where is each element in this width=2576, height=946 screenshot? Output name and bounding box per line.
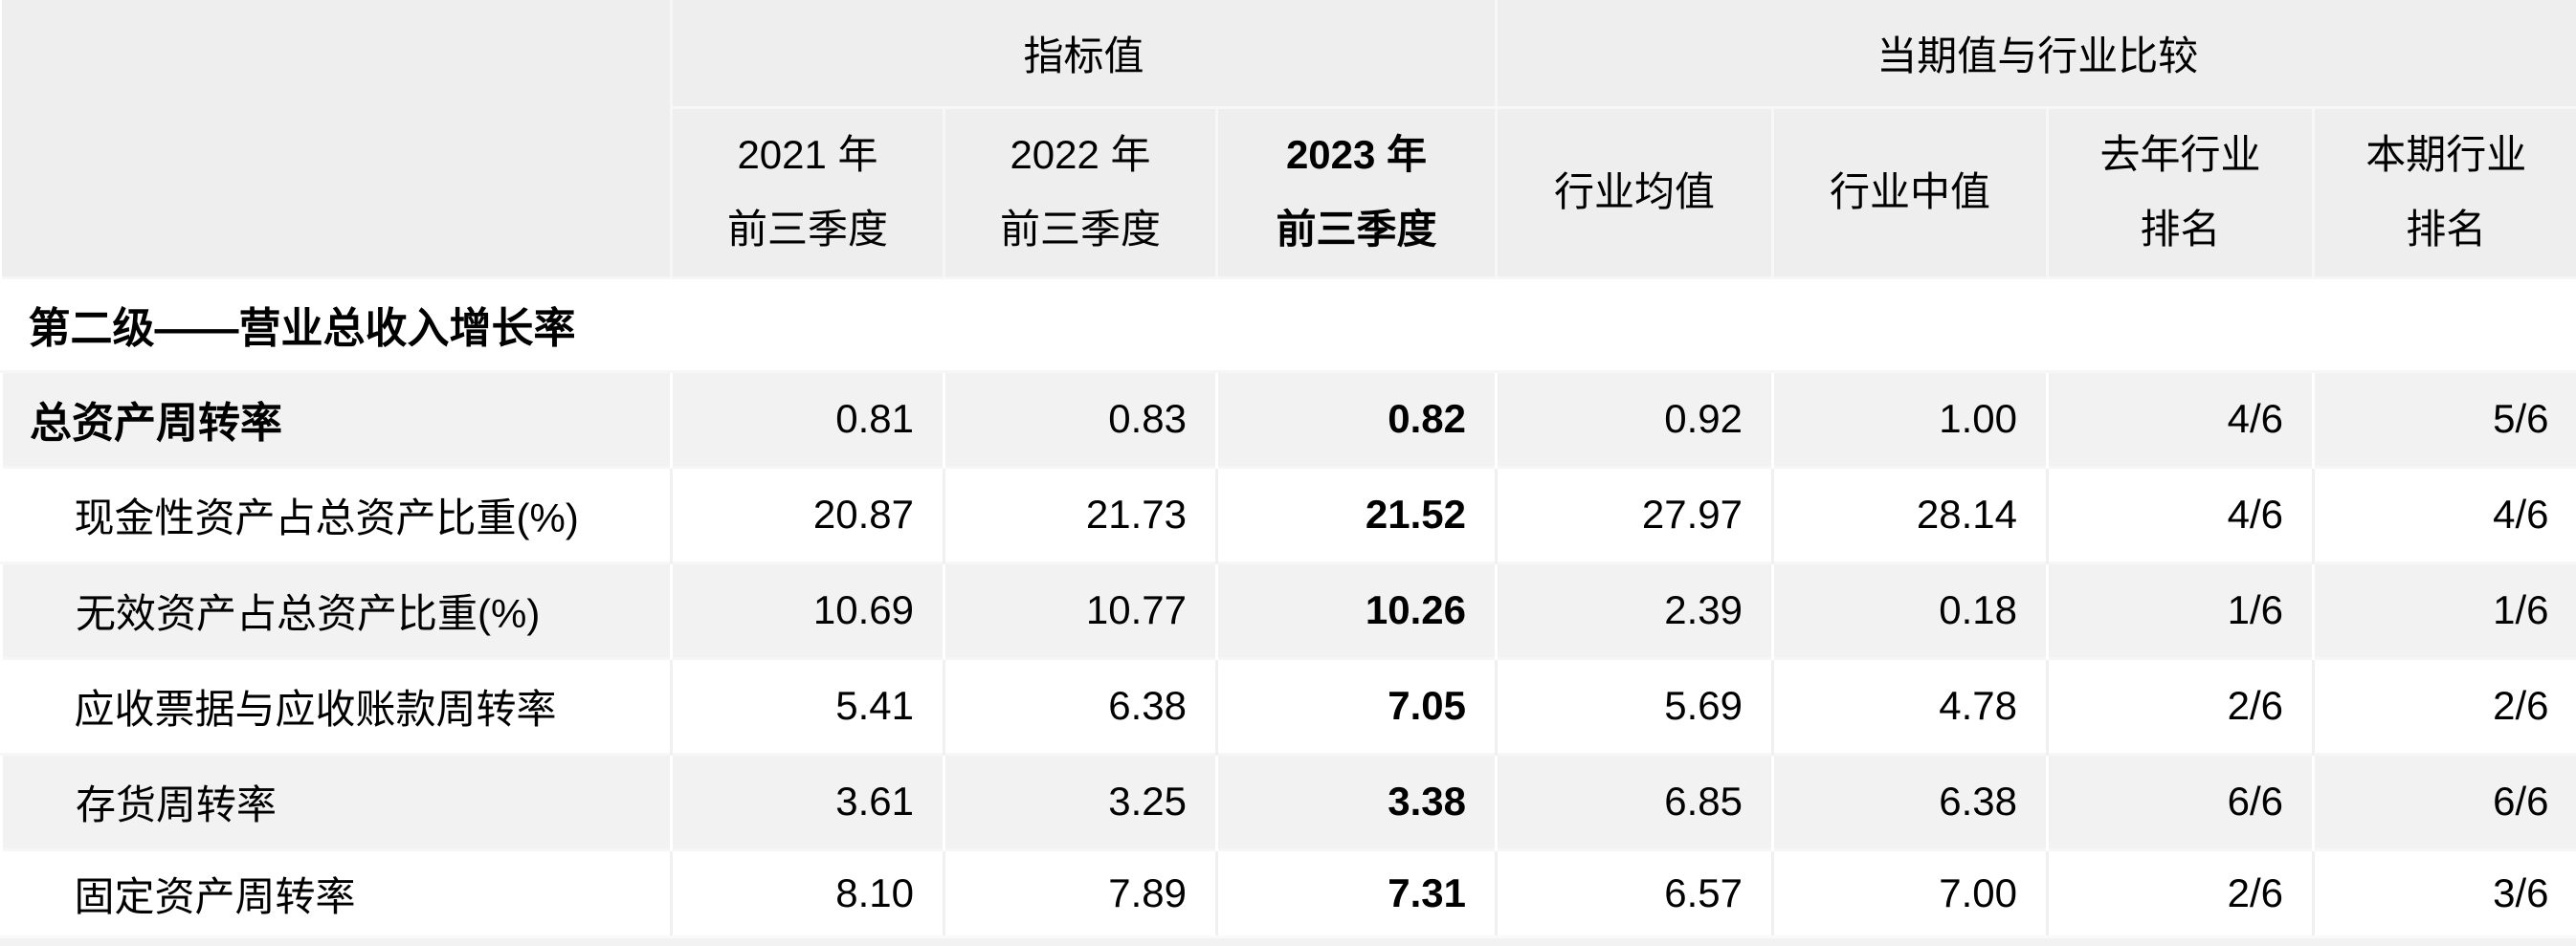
group-header-industry-comparison: 当期值与行业比较 xyxy=(1495,0,2576,109)
cell-2021: 10.69 xyxy=(670,561,944,658)
row-label: 无效资产占总资产比重(%) xyxy=(0,561,672,658)
row-label: 总资产周转率 xyxy=(0,369,672,467)
cell-industry-mean: 6.85 xyxy=(1495,752,1773,849)
col-header-line2: 前三季度 xyxy=(999,207,1161,252)
cell-2021: 0.81 xyxy=(670,369,944,467)
col-header-line1: 2022 年 xyxy=(1010,132,1151,177)
cell-current-rank: 1/6 xyxy=(2312,561,2576,658)
table-row: 固定资产周转率 8.10 7.89 7.31 6.57 7.00 2/6 3/6 xyxy=(1,847,2576,936)
cell-industry-median: 7.00 xyxy=(1771,847,2048,936)
col-header-line2: 排名 xyxy=(2406,207,2487,252)
cell-2022: 0.83 xyxy=(943,369,1217,467)
col-header-current-rank: 本期行业 排名 xyxy=(2312,107,2576,277)
col-header-line1: 行业均值 xyxy=(1554,169,1716,214)
col-header-industry-mean: 行业均值 xyxy=(1495,107,1773,277)
cell-current-rank: 2/6 xyxy=(2312,656,2576,754)
cell-industry-median: 0.18 xyxy=(1771,561,2048,658)
cell-industry-mean: 2.39 xyxy=(1495,561,1773,658)
table-row: 无效资产占总资产比重(%) 10.69 10.77 10.26 2.39 0.1… xyxy=(0,561,2576,658)
table-row: 存货周转率 3.61 3.25 3.38 6.85 6.38 6/6 6/6 xyxy=(0,752,2576,849)
cell-last-year-rank: 4/6 xyxy=(2046,369,2314,467)
cell-2022: 21.73 xyxy=(943,465,1217,562)
corner-cell xyxy=(1,0,672,277)
column-header-row: 2021 年 前三季度 2022 年 前三季度 2023 年 前三季度 行业均值… xyxy=(2,107,2576,277)
col-header-line1: 本期行业 xyxy=(2365,132,2527,177)
cell-2021: 20.87 xyxy=(670,465,944,562)
cell-2023: 7.31 xyxy=(1214,847,1497,936)
row-label: 现金性资产占总资产比重(%) xyxy=(1,465,672,562)
col-header-2023-q3: 2023 年 前三季度 xyxy=(1214,107,1497,277)
cell-current-rank: 6/6 xyxy=(2312,752,2576,849)
table-row: 应收票据与应收账款周转率 5.41 6.38 7.05 5.69 4.78 2/… xyxy=(1,656,2576,754)
col-header-line1: 去年行业 xyxy=(2099,132,2261,177)
col-header-last-year-rank: 去年行业 排名 xyxy=(2046,107,2314,277)
group-header-indicator-values: 指标值 xyxy=(669,0,1497,109)
section-label: 第二级——营业总收入增长率 xyxy=(1,275,2576,371)
table-row: 总资产周转率 0.81 0.83 0.82 0.92 1.00 4/6 5/6 xyxy=(0,369,2576,467)
col-header-line1: 2021 年 xyxy=(737,132,878,177)
table-row: 现金性资产占总资产比重(%) 20.87 21.73 21.52 27.97 2… xyxy=(1,465,2576,562)
cell-industry-median: 4.78 xyxy=(1771,656,2048,754)
cell-industry-median: 1.00 xyxy=(1771,369,2048,467)
cell-industry-mean: 6.57 xyxy=(1495,847,1773,936)
cell-2023: 3.38 xyxy=(1214,752,1497,849)
cell-industry-mean: 27.97 xyxy=(1495,465,1773,562)
cell-2021: 3.61 xyxy=(670,752,944,849)
row-label: 应收票据与应收账款周转率 xyxy=(1,656,672,754)
col-header-line1: 行业中值 xyxy=(1830,169,1991,214)
col-header-line2: 前三季度 xyxy=(1276,207,1437,252)
row-label: 固定资产周转率 xyxy=(1,847,672,936)
cell-industry-mean: 0.92 xyxy=(1495,369,1773,467)
cell-last-year-rank: 6/6 xyxy=(2046,752,2314,849)
cell-2023: 10.26 xyxy=(1214,561,1497,658)
col-header-line1: 2023 年 xyxy=(1285,132,1428,177)
col-header-2021-q3: 2021 年 前三季度 xyxy=(670,107,944,277)
cell-industry-median: 6.38 xyxy=(1771,752,2048,849)
cell-industry-median: 28.14 xyxy=(1771,465,2048,562)
cell-current-rank: 5/6 xyxy=(2312,369,2576,467)
group-header-row: 指标值 当期值与行业比较 xyxy=(1,0,2576,277)
cell-last-year-rank: 2/6 xyxy=(2046,656,2314,754)
next-row-cutoff-strip xyxy=(0,935,2576,946)
cell-current-rank: 4/6 xyxy=(2312,465,2576,562)
cell-2023: 7.05 xyxy=(1214,656,1497,754)
cell-current-rank: 3/6 xyxy=(2312,847,2576,936)
cell-2022: 10.77 xyxy=(943,561,1217,658)
cell-2022: 7.89 xyxy=(943,847,1217,936)
cell-2023: 0.82 xyxy=(1214,369,1497,467)
cell-2023: 21.52 xyxy=(1214,465,1497,562)
cell-2021: 8.10 xyxy=(670,847,944,936)
section-row: 第二级——营业总收入增长率 xyxy=(1,275,2576,371)
col-header-line2: 前三季度 xyxy=(726,207,888,252)
row-label: 存货周转率 xyxy=(0,752,672,849)
col-header-industry-median: 行业中值 xyxy=(1771,107,2048,277)
cell-2021: 5.41 xyxy=(670,656,944,754)
cell-last-year-rank: 4/6 xyxy=(2046,465,2314,562)
cell-last-year-rank: 2/6 xyxy=(2046,847,2314,936)
col-header-2022-q3: 2022 年 前三季度 xyxy=(943,107,1217,277)
col-header-line2: 排名 xyxy=(2140,207,2221,252)
cell-last-year-rank: 1/6 xyxy=(2046,561,2314,658)
cell-2022: 6.38 xyxy=(943,656,1217,754)
cell-industry-mean: 5.69 xyxy=(1495,656,1773,754)
cell-2022: 3.25 xyxy=(943,752,1217,849)
